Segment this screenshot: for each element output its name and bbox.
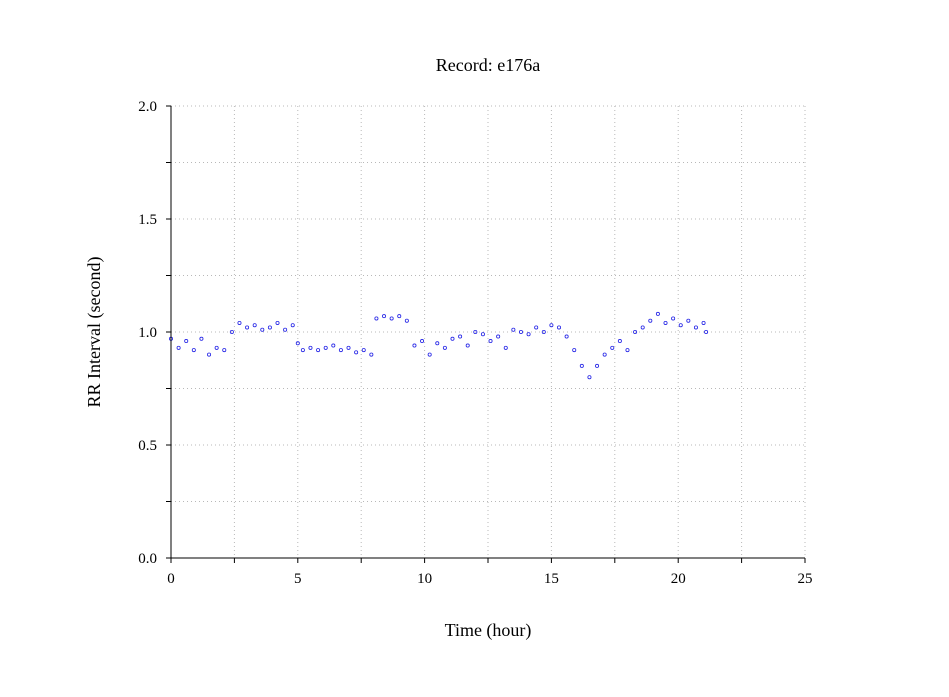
data-point: [480, 332, 485, 337]
data-point: [346, 345, 351, 350]
x-tick-label: 10: [417, 571, 432, 587]
data-point: [382, 314, 387, 319]
data-point: [633, 329, 638, 334]
data-point: [488, 339, 493, 344]
data-point: [503, 345, 508, 350]
y-tick-label: 0.0: [138, 551, 157, 567]
data-point: [442, 345, 447, 350]
data-point: [473, 329, 478, 334]
data-point: [374, 316, 379, 321]
data-point: [295, 341, 300, 346]
data-point: [693, 325, 698, 330]
data-point: [526, 332, 531, 337]
y-tick-label: 2.0: [138, 99, 157, 115]
data-point: [678, 323, 683, 328]
data-point: [496, 334, 501, 339]
data-point: [404, 318, 409, 323]
data-point: [237, 320, 242, 325]
data-point: [389, 316, 394, 321]
data-point: [465, 343, 470, 348]
data-point: [704, 329, 709, 334]
data-point: [671, 316, 676, 321]
data-point: [648, 318, 653, 323]
data-point: [663, 320, 668, 325]
data-point: [290, 323, 295, 328]
data-point: [427, 352, 432, 357]
data-point: [275, 320, 280, 325]
data-point: [316, 348, 321, 353]
data-point: [207, 352, 212, 357]
data-point: [397, 314, 402, 319]
data-point: [420, 339, 425, 344]
data-point: [323, 345, 328, 350]
data-points: [168, 311, 709, 380]
data-point: [686, 318, 691, 323]
data-point: [267, 325, 272, 330]
y-tick-label: 0.5: [138, 438, 157, 454]
data-point: [587, 375, 592, 380]
data-point: [214, 345, 219, 350]
x-axis-title: Time (hour): [445, 620, 532, 641]
data-point: [191, 348, 196, 353]
data-point: [549, 323, 554, 328]
x-tick-label: 25: [798, 571, 813, 587]
data-point: [222, 348, 227, 353]
x-tick-label: 5: [294, 571, 302, 587]
data-point: [595, 363, 600, 368]
data-point: [369, 352, 374, 357]
data-point: [354, 350, 359, 355]
data-point: [435, 341, 440, 346]
x-tick-label: 15: [544, 571, 559, 587]
data-point: [557, 325, 562, 330]
data-point: [655, 311, 660, 316]
data-point: [602, 352, 607, 357]
data-point: [184, 339, 189, 344]
data-point: [229, 329, 234, 334]
x-ticks: 0 5 10 15 20 25: [167, 558, 813, 587]
data-point: [300, 348, 305, 353]
data-point: [610, 345, 615, 350]
data-point: [308, 345, 313, 350]
data-point: [176, 345, 181, 350]
data-point: [412, 343, 417, 348]
data-point: [338, 348, 343, 353]
x-tick-label: 20: [671, 571, 686, 587]
data-point: [534, 325, 539, 330]
y-axis-title: RR Interval (second): [84, 257, 105, 408]
data-point: [640, 325, 645, 330]
data-point: [579, 363, 584, 368]
y-tick-label: 1.0: [138, 325, 157, 341]
data-point: [361, 348, 366, 353]
grid-lines: [171, 105, 806, 558]
data-point: [331, 343, 336, 348]
data-point: [450, 336, 455, 341]
data-point: [541, 329, 546, 334]
data-point: [511, 327, 516, 332]
data-point: [617, 339, 622, 344]
data-point: [252, 323, 257, 328]
data-point: [245, 325, 250, 330]
data-point: [701, 320, 706, 325]
data-point: [458, 334, 463, 339]
data-point: [283, 327, 288, 332]
y-tick-label: 1.5: [138, 212, 157, 228]
data-point: [518, 329, 523, 334]
chart-title: Record: e176a: [436, 55, 540, 75]
data-point: [199, 336, 204, 341]
y-ticks: 0.0 0.5 1.0 1.5 2.0: [138, 99, 171, 567]
data-point: [564, 334, 569, 339]
data-point: [260, 327, 265, 332]
x-tick-label: 0: [167, 571, 175, 587]
data-point: [625, 348, 630, 353]
data-point: [572, 348, 577, 353]
